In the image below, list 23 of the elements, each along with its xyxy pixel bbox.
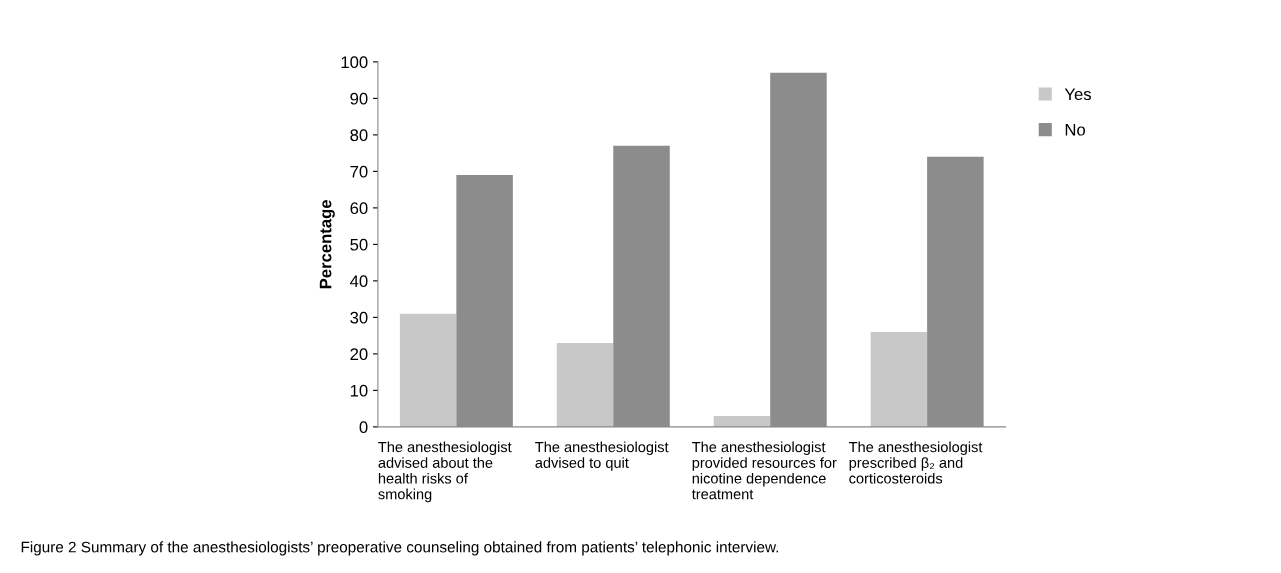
y-tick-label: 10 [350, 384, 368, 397]
bar [870, 331, 928, 427]
y-tick-label: 70 [350, 165, 368, 178]
legend-label: Yes [1064, 88, 1092, 101]
y-tick-label: 0 [359, 421, 368, 434]
y-tick-label: 50 [350, 238, 368, 251]
legend-label: No [1065, 123, 1086, 136]
y-tick-label: 30 [350, 311, 368, 324]
y-axis-title: Percentage [319, 200, 335, 289]
x-tick-label: The anesthesiologist advised about the health risks of smoking [378, 441, 512, 503]
y-tick-label: 60 [350, 202, 368, 215]
y-tick-label: 40 [350, 275, 368, 288]
y-tick-label: 100 [341, 56, 368, 69]
x-tick-label: The anesthesiologist prescribed β₂ and corticosteroids [848, 441, 983, 484]
bar [556, 342, 614, 427]
bar [713, 415, 771, 427]
caption: Figure 2 Summary of the anesthesiologists’ preoperative counseling obtained from patients’ telephonic interview. [21, 541, 779, 556]
y-tick-label: 80 [350, 129, 368, 142]
y-tick-label: 20 [350, 348, 368, 361]
x-tick-label: The anesthesiologist advised to quit [535, 441, 669, 471]
bar [399, 313, 457, 427]
x-tick-label: The anesthesiologist provided resources for nicotine dependence treatment [691, 441, 837, 500]
y-tick-label: 90 [350, 92, 368, 105]
